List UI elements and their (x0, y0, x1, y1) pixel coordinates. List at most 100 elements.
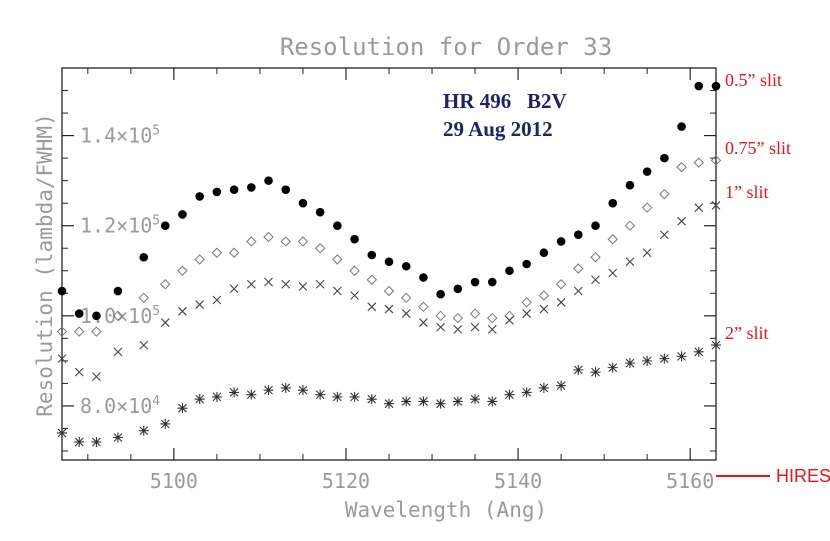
annotation-line-1: HR 496 B2V (443, 89, 567, 113)
data-point (436, 322, 446, 332)
data-point (366, 274, 377, 285)
data-point (504, 389, 515, 400)
data-point (660, 153, 669, 163)
data-point (195, 300, 205, 309)
data-point (711, 340, 721, 351)
data-point (229, 284, 239, 294)
annotation: HR 496 B2V 29 Aug 2012 (443, 89, 567, 141)
data-point (487, 312, 498, 324)
data-point (264, 277, 273, 287)
data-point (367, 250, 377, 260)
data-point (263, 231, 274, 243)
data-point (177, 265, 188, 276)
data-point (113, 286, 123, 296)
data-point (74, 436, 85, 447)
data-point (676, 351, 687, 362)
data-point (436, 289, 445, 299)
data-point (280, 382, 291, 393)
data-point (693, 346, 704, 357)
data-point (642, 248, 652, 258)
data-point (74, 309, 84, 318)
data-point (281, 279, 291, 289)
x-axis-label: Wavelength (Ang) (345, 498, 547, 522)
data-point (539, 248, 549, 258)
data-point (711, 81, 721, 91)
data-point (350, 291, 359, 300)
data-point (401, 292, 412, 304)
data-point (139, 252, 149, 262)
x-tick-label: 5120 (322, 469, 370, 493)
data-point (659, 188, 670, 200)
data-point (555, 279, 567, 290)
data-point (194, 254, 205, 265)
data-point (74, 326, 85, 337)
annotation-line-2: 29 Aug 2012 (443, 117, 553, 141)
data-point (91, 436, 102, 447)
data-point (264, 176, 273, 185)
data-point (57, 427, 67, 438)
data-point (113, 347, 123, 357)
data-point (505, 315, 514, 325)
chart-title: Resolution for Order 33 (280, 33, 612, 61)
data-point (677, 216, 686, 226)
y-tick-label: 1.4×105 (80, 124, 160, 148)
data-point (521, 297, 532, 308)
y-axis: 8.0×104 1.0×105 1.2×105 1.4×105 (62, 90, 716, 452)
data-point (607, 362, 618, 373)
data-point (315, 279, 325, 289)
series-labels: 0.5” slit 0.75” slit 1” slit 2” slit (725, 70, 791, 343)
data-point (160, 279, 171, 290)
data-point (383, 285, 395, 297)
data-point (573, 286, 583, 296)
data-point (522, 259, 531, 269)
y-tick-label: 1.2×105 (80, 214, 160, 238)
data-point (590, 252, 601, 263)
data-point (419, 318, 428, 327)
data-point (212, 295, 222, 305)
data-point (607, 234, 618, 245)
data-point (470, 322, 480, 332)
y-axis-label: Resolution (lambda/FWHM) (33, 113, 57, 416)
data-point (350, 234, 359, 244)
data-point (419, 273, 428, 282)
data-point (556, 380, 567, 391)
data-point (435, 398, 446, 409)
data-point (298, 282, 308, 291)
data-point (57, 354, 67, 364)
data-point (694, 203, 704, 213)
data-point (229, 387, 240, 398)
data-point (280, 236, 291, 247)
data-point (591, 275, 600, 285)
series-label: 0.5” slit (725, 70, 782, 90)
data-point (195, 192, 204, 201)
data-point (315, 207, 325, 217)
data-point (333, 221, 342, 231)
data-point (711, 201, 721, 210)
hires-marker: HIRES (716, 466, 830, 486)
data-point (384, 304, 394, 314)
data-point (211, 391, 222, 402)
data-point (228, 247, 240, 258)
data-point (694, 81, 704, 91)
data-point (332, 254, 343, 265)
data-point (539, 304, 549, 314)
data-point (642, 355, 653, 366)
data-point (453, 284, 463, 294)
data-point (160, 318, 170, 327)
data-point (246, 389, 257, 400)
data-point (315, 389, 326, 400)
data-point (538, 382, 549, 393)
data-point (297, 236, 309, 247)
data-point (625, 180, 635, 190)
data-point (504, 310, 515, 322)
data-point (332, 286, 342, 296)
data-point (521, 387, 532, 398)
data-point (608, 268, 618, 278)
data-point (452, 396, 463, 407)
data-point (384, 257, 394, 267)
y-tick-label: 8.0×104 (80, 394, 160, 418)
data-point (487, 396, 498, 407)
data-point (177, 403, 188, 414)
y-tick-label: 1.0×105 (80, 304, 160, 328)
data-point (641, 202, 653, 213)
